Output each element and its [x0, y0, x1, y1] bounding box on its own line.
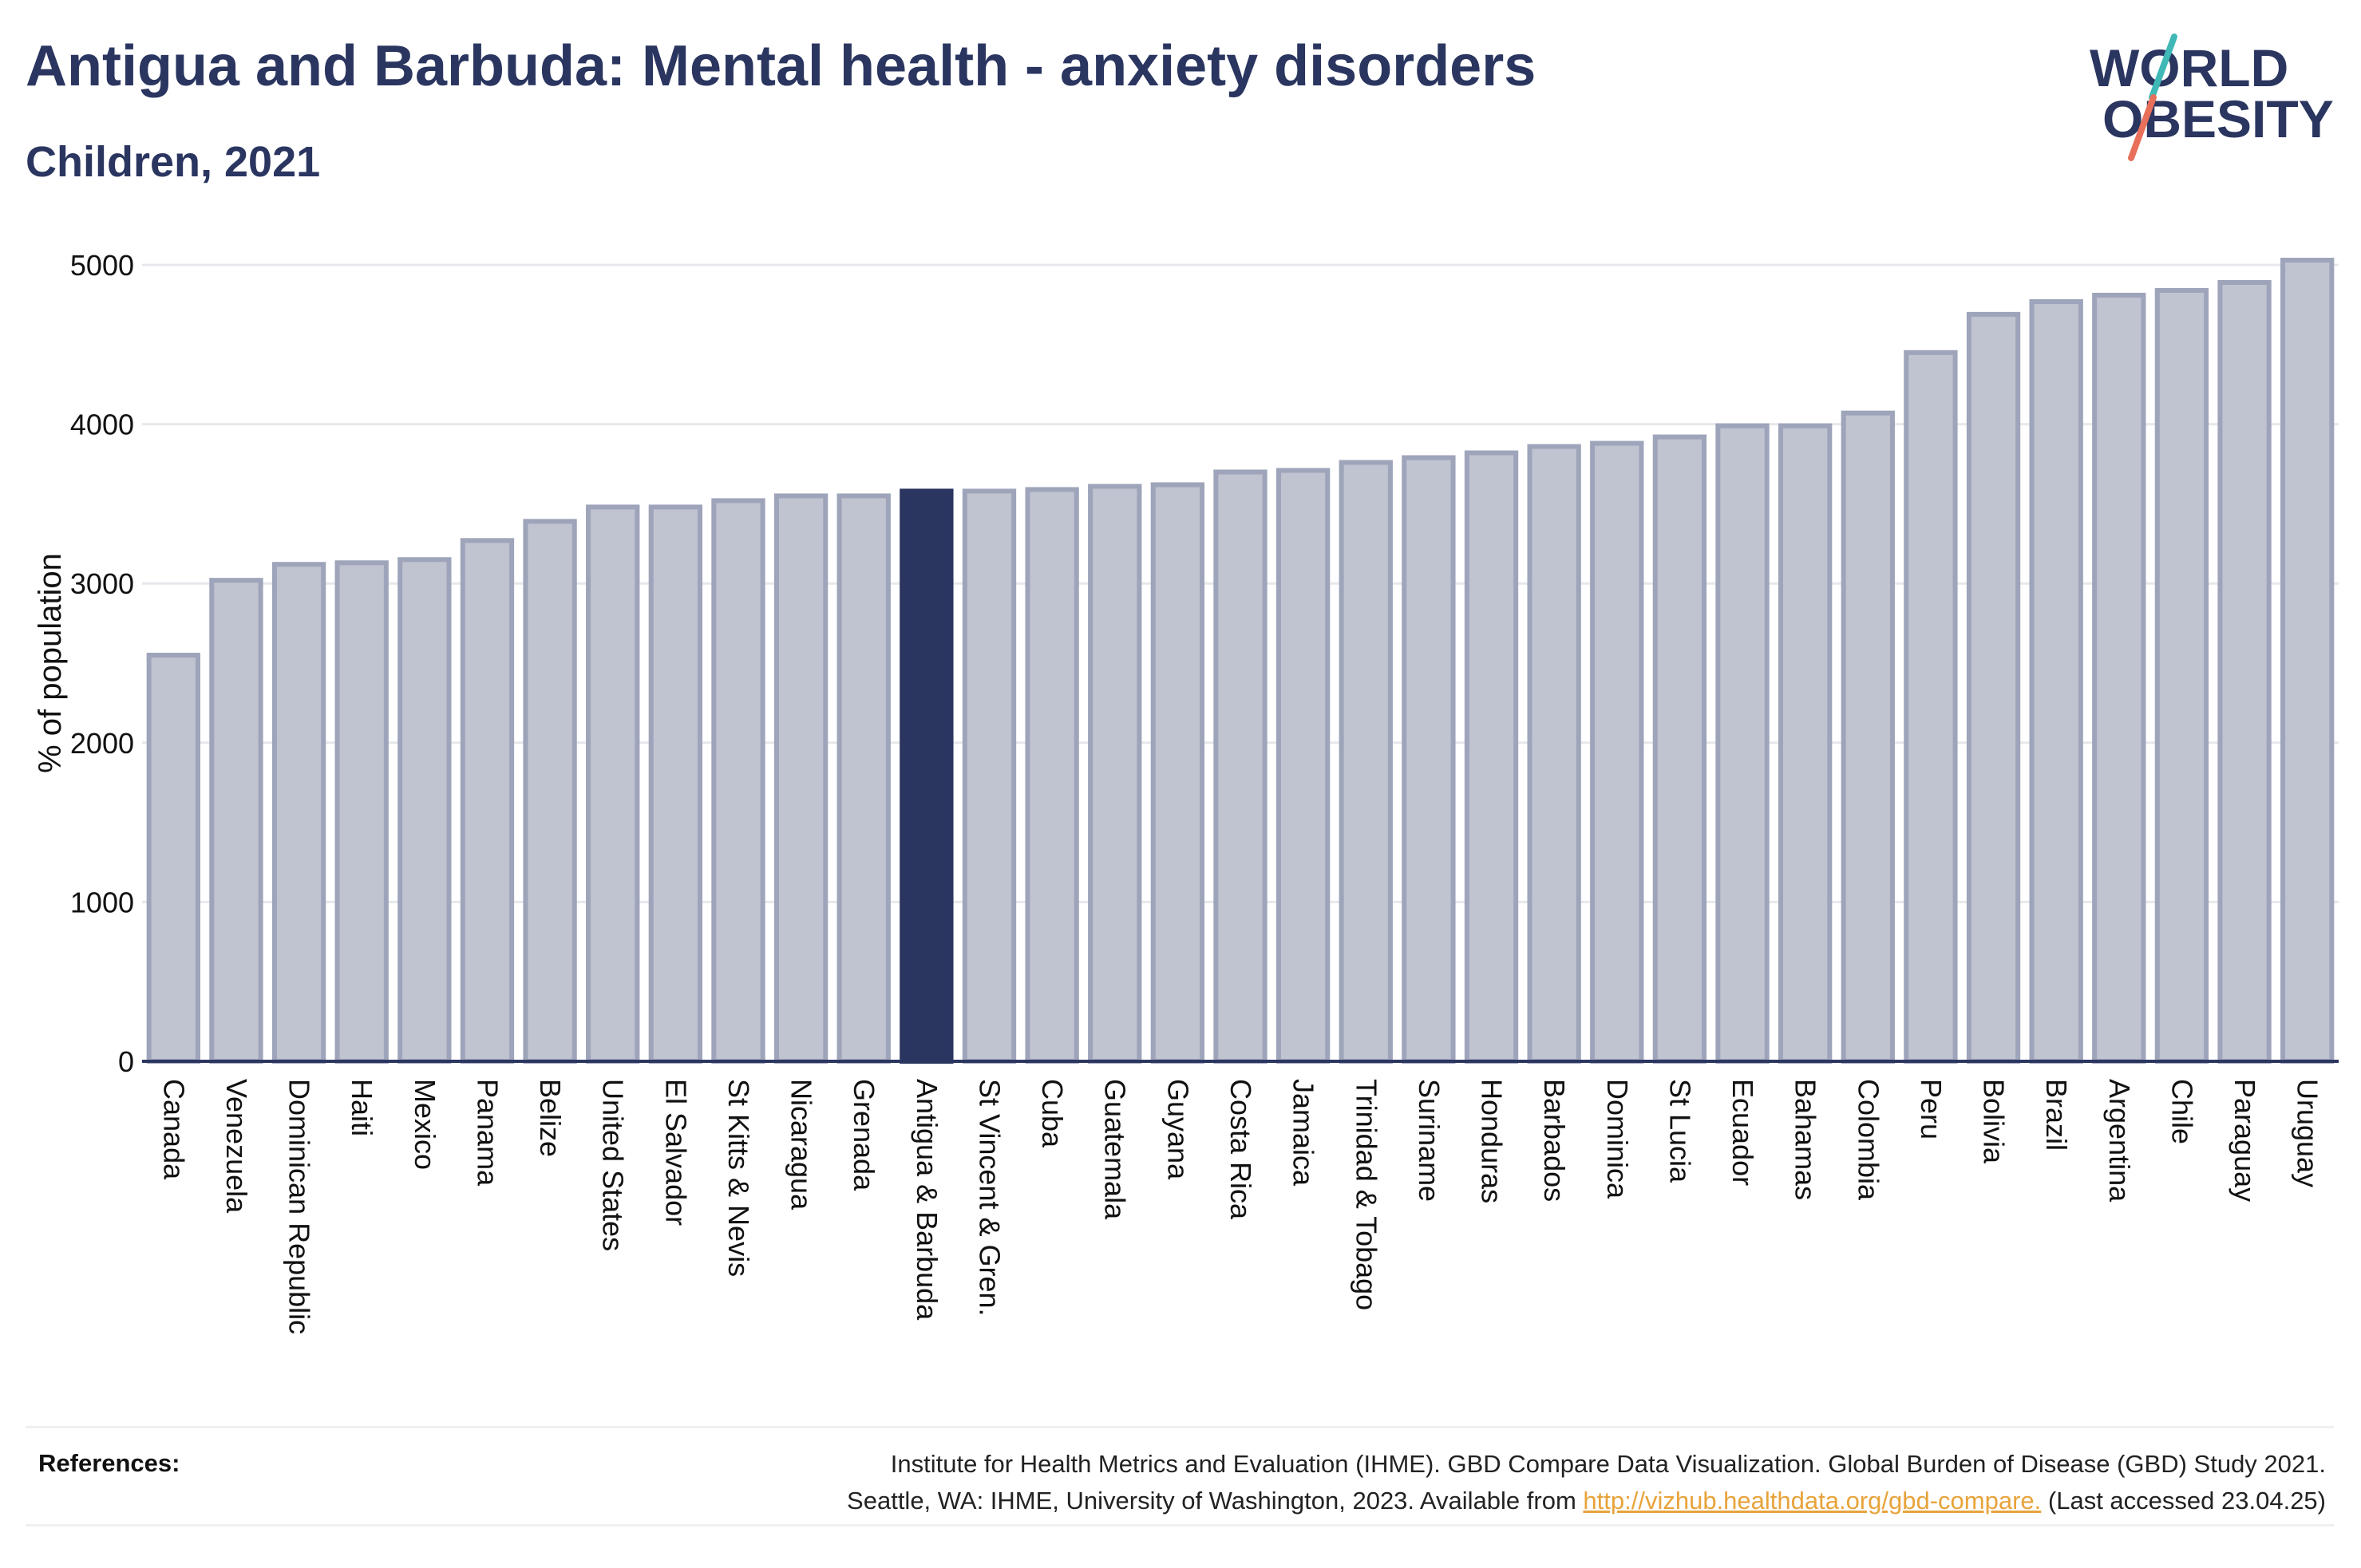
x-tick-label: Chile [2165, 1079, 2198, 1144]
bar [1778, 423, 1833, 1064]
bar [146, 653, 200, 1064]
x-tick-label: Panama [471, 1079, 504, 1187]
y-tick-label: 0 [118, 1045, 134, 1078]
x-tick-label: Ecuador [1726, 1079, 1759, 1186]
bar [1025, 487, 1079, 1064]
y-tick-label: 5000 [70, 249, 134, 282]
bar [1213, 469, 1268, 1064]
x-tick-label: Barbados [1538, 1079, 1571, 1202]
bar [773, 493, 829, 1064]
chart-title: Antigua and Barbuda: Mental health - anx… [26, 34, 1536, 98]
logo-line1: WORLD [2090, 38, 2288, 97]
x-tick-label: Argentina [2103, 1079, 2136, 1203]
reference-line-2: Seattle, WA: IHME, University of Washing… [730, 1483, 2326, 1519]
x-tick-label: Bolivia [1978, 1079, 2011, 1164]
bar-chart: 0 1000 2000 3000 4000 5000 % of population Cana… [33, 249, 2339, 1334]
world-obesity-logo: WORLD OBESITY [2090, 34, 2334, 161]
reference-line-1: Institute for Health Metrics and Evaluat… [890, 1450, 2326, 1478]
bar [2217, 279, 2272, 1064]
x-tick-label: Brazil [2040, 1079, 2073, 1151]
bar [586, 504, 640, 1064]
logo-slash-teal [2149, 34, 2177, 101]
bar [2280, 258, 2335, 1064]
x-tick-label: Venezuela [220, 1079, 253, 1214]
bar [1088, 484, 1142, 1064]
bar [1150, 482, 1205, 1064]
x-tick-label: St Vincent & Gren. [973, 1079, 1006, 1317]
x-tick-label: Guyana [1161, 1079, 1194, 1180]
bar [460, 538, 515, 1064]
x-tick-label: Haiti [346, 1079, 378, 1136]
bar [2154, 287, 2209, 1064]
references-text: Institute for Health Metrics and Evaluat… [730, 1446, 2326, 1519]
x-tick-label: Jamaica [1287, 1079, 1320, 1187]
x-tick-label: St Lucia [1663, 1079, 1696, 1183]
bar [397, 557, 452, 1064]
bar [1402, 455, 1456, 1064]
reference-line-2-prefix: Seattle, WA: IHME, University of Washing… [847, 1487, 1584, 1515]
bar [1841, 410, 1895, 1064]
x-tick-label: Antigua & Barbuda [911, 1079, 943, 1321]
bar [2092, 292, 2146, 1064]
bar [1590, 440, 1644, 1064]
references-label: References: [38, 1449, 180, 1477]
x-tick-label: Guatemala [1099, 1079, 1132, 1220]
x-tick-label: Peru [1915, 1079, 1948, 1139]
x-tick-label: Bahamas [1790, 1079, 1822, 1200]
references-bottom-divider [26, 1524, 2334, 1527]
bar [1527, 444, 1581, 1064]
bar [1904, 350, 1958, 1064]
bar [334, 560, 389, 1064]
x-tick-label: Mexico [409, 1079, 441, 1170]
x-tick-label: Uruguay [2292, 1079, 2324, 1187]
y-tick-label: 3000 [70, 567, 134, 600]
x-tick-label: Dominica [1601, 1079, 1634, 1199]
x-tick-label: Cuba [1036, 1079, 1069, 1148]
bar [1464, 450, 1519, 1064]
bar [271, 562, 326, 1064]
x-tick-label: Belize [534, 1079, 567, 1157]
reference-line-2-suffix: (Last accessed 23.04.25) [2041, 1487, 2326, 1515]
reference-link[interactable]: http://vizhub.healthdata.org/gbd-compare… [1583, 1487, 2042, 1515]
chart-subtitle: Children, 2021 [26, 138, 321, 186]
x-tick-label: Nicaragua [785, 1079, 818, 1211]
y-axis-label: % of population [33, 553, 68, 773]
references-top-divider [26, 1426, 2334, 1428]
bar [648, 504, 703, 1064]
bar [1275, 468, 1331, 1064]
x-tick-label: Costa Rica [1224, 1079, 1257, 1220]
bar [209, 578, 263, 1064]
x-tick-label: Honduras [1476, 1079, 1509, 1203]
bar [836, 493, 891, 1064]
logo-slash-coral [2128, 94, 2157, 161]
bar [2029, 298, 2083, 1064]
x-tick-label: Trinidad & Tobago [1350, 1079, 1382, 1310]
y-tick-label: 2000 [70, 727, 134, 760]
x-tick-label: El Salvador [659, 1079, 692, 1226]
x-tick-label: Dominican Republic [283, 1079, 316, 1334]
x-tick-label: United States [597, 1079, 630, 1251]
x-tick-label: St Kitts & Nevis [722, 1079, 755, 1277]
x-tick-label: Canada [157, 1079, 190, 1180]
bar [962, 488, 1017, 1064]
bar [1966, 311, 2021, 1064]
x-tick-label: Suriname [1413, 1079, 1445, 1202]
bar-highlighted [900, 488, 954, 1064]
bar [1339, 460, 1393, 1064]
x-tick-label: Paraguay [2229, 1079, 2261, 1202]
y-tick-label: 4000 [70, 409, 134, 441]
bar [1652, 434, 1707, 1064]
x-tick-label: Grenada [848, 1079, 880, 1191]
bar [711, 498, 765, 1064]
y-tick-label: 1000 [70, 886, 134, 918]
bar [523, 519, 577, 1064]
x-tick-label: Colombia [1852, 1079, 1884, 1201]
bar [1715, 423, 1770, 1064]
